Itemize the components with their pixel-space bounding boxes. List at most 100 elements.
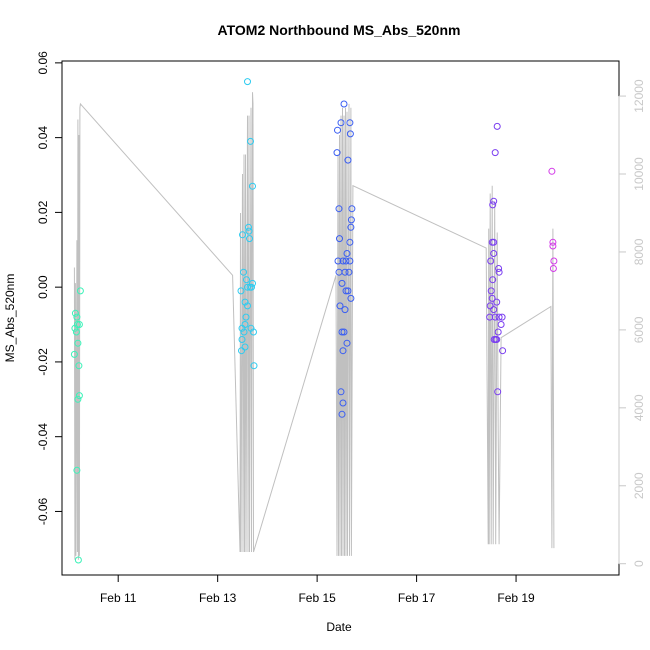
data-point: [333, 149, 341, 157]
data-point: [249, 182, 256, 190]
y2-tick-label: 10000: [632, 157, 646, 191]
data-point: [238, 347, 245, 355]
data-point: [347, 216, 355, 224]
chart-title: ATOM2 Northbound MS_Abs_520nm: [218, 22, 461, 38]
data-point: [337, 388, 345, 396]
data-point: [486, 302, 494, 310]
data-point: [347, 223, 355, 231]
data-point: [73, 466, 81, 474]
y2-tick-label: 12000: [632, 79, 646, 113]
data-point: [249, 279, 256, 287]
data-point: [244, 78, 251, 86]
data-point: [74, 395, 82, 403]
data-point: [550, 257, 558, 265]
data-point: [340, 100, 348, 108]
data-point: [341, 306, 349, 314]
data-point: [346, 238, 354, 246]
data-point: [498, 313, 506, 321]
data-point: [549, 238, 557, 246]
y2-axis: 0 2000 4000 6000 8000 10000 12000: [618, 79, 646, 567]
data-point: [495, 265, 503, 272]
data-point: [488, 294, 496, 302]
data-point: [239, 231, 246, 239]
data-point: [548, 167, 556, 175]
data-point: [491, 313, 499, 321]
data-point: [495, 313, 503, 321]
data-point: [340, 328, 348, 336]
data-point: [238, 324, 246, 332]
data-point: [337, 119, 345, 127]
data-point: [346, 119, 354, 127]
data-point: [334, 126, 341, 134]
data-point: [242, 313, 250, 321]
data-point: [238, 336, 246, 343]
data-point: [339, 257, 347, 265]
data-point: [549, 265, 557, 272]
data-point: [243, 276, 250, 284]
data-point: [75, 321, 83, 328]
data-point: [336, 302, 344, 310]
data-point: [493, 298, 501, 306]
data-point: [339, 347, 347, 355]
data-point: [71, 309, 79, 317]
y-tick-label: 0.04: [36, 126, 50, 150]
y2-tick-label: 6000: [632, 316, 646, 343]
y-tick-label: 0.02: [36, 200, 50, 224]
data-point: [342, 257, 350, 265]
data-point: [75, 362, 83, 370]
data-point: [344, 156, 352, 164]
data-point: [493, 122, 501, 130]
data-point: [489, 201, 497, 209]
y-tick-label: -0.02: [36, 348, 50, 376]
y2-tick-label: 4000: [632, 394, 646, 421]
data-point: [72, 328, 80, 336]
data-point: [487, 287, 495, 295]
data-point: [348, 205, 356, 213]
data-point: [345, 268, 353, 276]
data-point: [76, 287, 84, 295]
y-tick-label: -0.06: [36, 497, 50, 525]
x-tick-label: Feb 15: [298, 591, 336, 605]
data-point: [487, 257, 495, 265]
y2-tick-label: 0: [632, 560, 646, 567]
data-point: [343, 339, 351, 347]
x-tick-label: Feb 13: [199, 591, 237, 605]
data-point: [244, 283, 251, 291]
data-point: [248, 283, 255, 291]
data-point: [74, 556, 82, 564]
data-point: [240, 328, 248, 336]
data-point: [250, 328, 257, 336]
data-point: [250, 362, 258, 370]
y-axis-label: MS_Abs_520nm: [3, 274, 17, 363]
x-axis: Feb 11 Feb 13 Feb 15 Feb 17 Feb 19: [100, 574, 535, 605]
data-point: [335, 205, 343, 213]
data-point: [334, 257, 342, 265]
data-point: [336, 235, 343, 243]
data-point: [247, 137, 254, 145]
data-point: [346, 257, 354, 265]
data-point: [244, 302, 251, 310]
data-point: [493, 336, 501, 343]
y-tick-label: -0.04: [36, 423, 50, 451]
y-tick-label: 0.00: [36, 275, 50, 299]
x-tick-label: Feb 19: [497, 591, 535, 605]
data-point: [347, 294, 355, 302]
x-axis-label: Date: [326, 620, 352, 634]
data-point: [490, 250, 498, 257]
data-point: [341, 268, 349, 276]
data-point: [70, 350, 78, 358]
data-point: [246, 235, 253, 243]
secondary-series-line: [73, 92, 555, 560]
data-point: [497, 321, 505, 328]
data-point: [499, 347, 507, 355]
x-tick-label: Feb 11: [100, 591, 137, 605]
data-point: [245, 223, 252, 231]
data-point: [342, 287, 350, 295]
data-point: [71, 324, 79, 332]
data-point: [490, 306, 498, 314]
data-point: [494, 328, 502, 336]
data-point: [245, 227, 253, 235]
data-point: [74, 339, 82, 347]
data-point: [344, 287, 352, 295]
data-point: [75, 392, 83, 400]
